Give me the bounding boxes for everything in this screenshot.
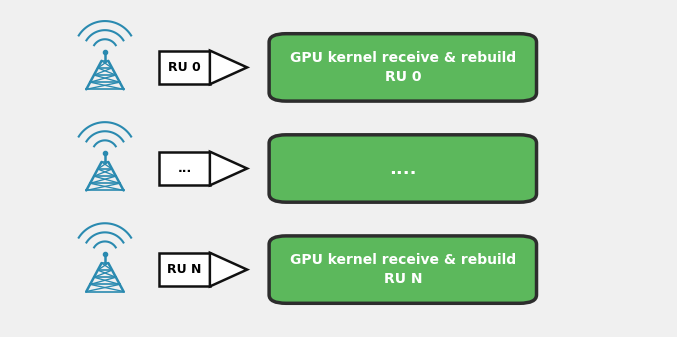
Polygon shape [210,152,247,185]
Polygon shape [159,51,210,84]
Polygon shape [159,253,210,286]
Polygon shape [210,253,247,286]
Text: ....: .... [389,159,416,178]
Text: RU 0: RU 0 [168,61,201,74]
Text: GPU kernel receive & rebuild
RU 0: GPU kernel receive & rebuild RU 0 [290,51,516,84]
Text: ...: ... [177,162,192,175]
FancyBboxPatch shape [269,34,537,101]
Text: GPU kernel receive & rebuild
RU N: GPU kernel receive & rebuild RU N [290,253,516,286]
Polygon shape [210,51,247,84]
FancyBboxPatch shape [269,135,537,202]
Text: RU N: RU N [167,263,202,276]
Polygon shape [159,152,210,185]
FancyBboxPatch shape [269,236,537,303]
